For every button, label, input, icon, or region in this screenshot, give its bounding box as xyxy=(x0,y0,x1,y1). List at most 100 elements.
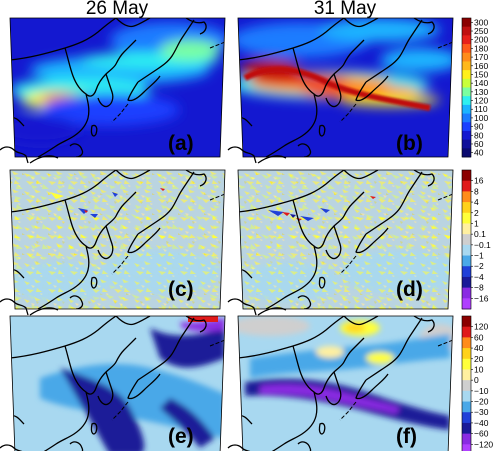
colorbar-tick-label: 170 xyxy=(474,52,488,62)
colorbar-tick-label: 4 xyxy=(474,197,479,207)
colorbar-tick-label: 2 xyxy=(474,208,479,218)
panel-b xyxy=(227,17,454,164)
colorbar-swatch xyxy=(462,87,471,97)
colorbar-tick-label: 110 xyxy=(474,104,488,114)
panel-c xyxy=(0,169,226,316)
colorbar-tick-label: 40 xyxy=(474,343,484,353)
colorbar-swatch xyxy=(462,70,471,80)
colorbar-swatch xyxy=(462,223,471,235)
colorbar-swatch xyxy=(462,212,471,224)
colorbar-tick-label: 90 xyxy=(474,122,484,132)
colorbar-tick-label: 150 xyxy=(474,69,488,79)
colorbar-swatch xyxy=(462,358,471,370)
column-title-left: 26 May xyxy=(86,0,149,19)
colorbar-tick-label: −4 xyxy=(474,272,484,282)
colorbar-swatch xyxy=(462,130,471,141)
colorbar-swatch xyxy=(462,44,471,54)
colorbar-swatch xyxy=(462,348,471,360)
colorbar-tick-label: −1 xyxy=(474,251,484,261)
colorbar-swatch xyxy=(462,298,471,310)
colorbar-tick-label: 250 xyxy=(474,26,488,36)
colorbar-swatch xyxy=(462,122,471,132)
colorbar-swatch xyxy=(462,444,471,451)
colorbar-tick-label: −120 xyxy=(474,439,493,449)
colorbar-swatch xyxy=(462,401,471,413)
colorbar-swatch xyxy=(462,35,471,45)
colorbar-swatch xyxy=(462,316,471,328)
colorbar-tick-label: 120 xyxy=(474,96,488,106)
colorbar-swatch xyxy=(462,266,471,278)
colorbar-tick-label: 160 xyxy=(474,61,488,71)
panel-label-b: (b) xyxy=(396,132,423,155)
colorbar-frame xyxy=(461,169,472,310)
colorbar-swatch xyxy=(462,191,471,203)
colorbar-swatch xyxy=(462,26,471,36)
colorbar-tick-label: 180 xyxy=(474,43,488,53)
panel-label-c: (c) xyxy=(168,278,194,301)
colorbar-tick-label: 80 xyxy=(474,130,484,140)
colorbar-swatch xyxy=(462,148,471,158)
colorbar-tick-label: 20 xyxy=(474,354,484,364)
panel-f xyxy=(227,315,454,451)
colorbar-swatch xyxy=(462,61,471,71)
colorbar-tick-label: 140 xyxy=(474,78,488,88)
colorbar-swatch xyxy=(462,287,471,299)
colorbar-tick-label: 0.1 xyxy=(474,229,486,239)
panel-label-a: (a) xyxy=(168,132,194,155)
colorbar-tick-label: −16 xyxy=(474,293,489,303)
colorbar-1: 3002502001801701601501401301201101009080… xyxy=(461,17,488,158)
panel-label-f: (f) xyxy=(396,425,417,448)
colorbar-tick-label: 0 xyxy=(474,375,479,385)
colorbar-tick-label: −2 xyxy=(474,261,484,271)
colorbar-tick-label: −20 xyxy=(474,397,489,407)
colorbar-swatch xyxy=(462,78,471,88)
colorbar-swatch xyxy=(462,255,471,267)
colorbar-frame xyxy=(461,17,472,158)
colorbar-tick-label: 300 xyxy=(474,17,488,27)
colorbar-swatch xyxy=(462,422,471,435)
colorbar-swatch xyxy=(462,18,471,28)
colorbar-swatch xyxy=(462,369,471,381)
colorbar-tick-label: 8 xyxy=(474,186,479,196)
panel-label-e: (e) xyxy=(168,425,194,448)
colorbar-swatch xyxy=(462,412,471,424)
colorbar-tick-label: 16 xyxy=(474,176,484,186)
colorbar-swatch xyxy=(462,180,471,192)
colorbar-swatch xyxy=(462,390,471,402)
colorbar-swatch xyxy=(462,202,471,214)
panel-label-d: (d) xyxy=(396,278,423,301)
colorbar-tick-label: −60 xyxy=(474,429,489,439)
colorbars: 3002502001801701601501401301201101009080… xyxy=(461,17,493,451)
colorbar-tick-label: 130 xyxy=(474,87,488,97)
colorbar-tick-label: −10 xyxy=(474,386,489,396)
colorbar-tick-label: 120 xyxy=(474,322,488,332)
colorbar-frame xyxy=(461,315,472,451)
colorbar-tick-label: 60 xyxy=(474,139,484,149)
colorbar-tick-label: 10 xyxy=(474,364,484,374)
colorbar-swatch xyxy=(462,337,471,349)
column-title-right: 31 May xyxy=(314,0,377,19)
colorbar-swatch xyxy=(462,52,471,62)
colorbar-swatch xyxy=(462,96,471,106)
colorbar-tick-label: 60 xyxy=(474,332,484,342)
colorbar-swatch xyxy=(462,433,471,445)
colorbar-tick-label: 1 xyxy=(474,218,479,228)
panel-d xyxy=(227,169,454,316)
colorbar-tick-label: −8 xyxy=(474,283,484,293)
colorbar-tick-label: 100 xyxy=(474,113,488,123)
colorbar-tick-label: 40 xyxy=(474,148,484,158)
colorbar-swatch xyxy=(462,170,471,182)
colorbar-swatch xyxy=(462,380,471,392)
colorbar-swatch xyxy=(462,326,471,338)
colorbar-swatch xyxy=(462,234,471,246)
colorbar-tick-label: −0.1 xyxy=(474,240,491,250)
colorbar-tick-label: −30 xyxy=(474,407,489,417)
colorbar-swatch xyxy=(462,276,471,289)
colorbar-tick-label: −40 xyxy=(474,418,489,428)
panel-e xyxy=(0,315,226,451)
colorbar-swatch xyxy=(462,113,471,123)
colorbar-swatch xyxy=(462,139,471,149)
